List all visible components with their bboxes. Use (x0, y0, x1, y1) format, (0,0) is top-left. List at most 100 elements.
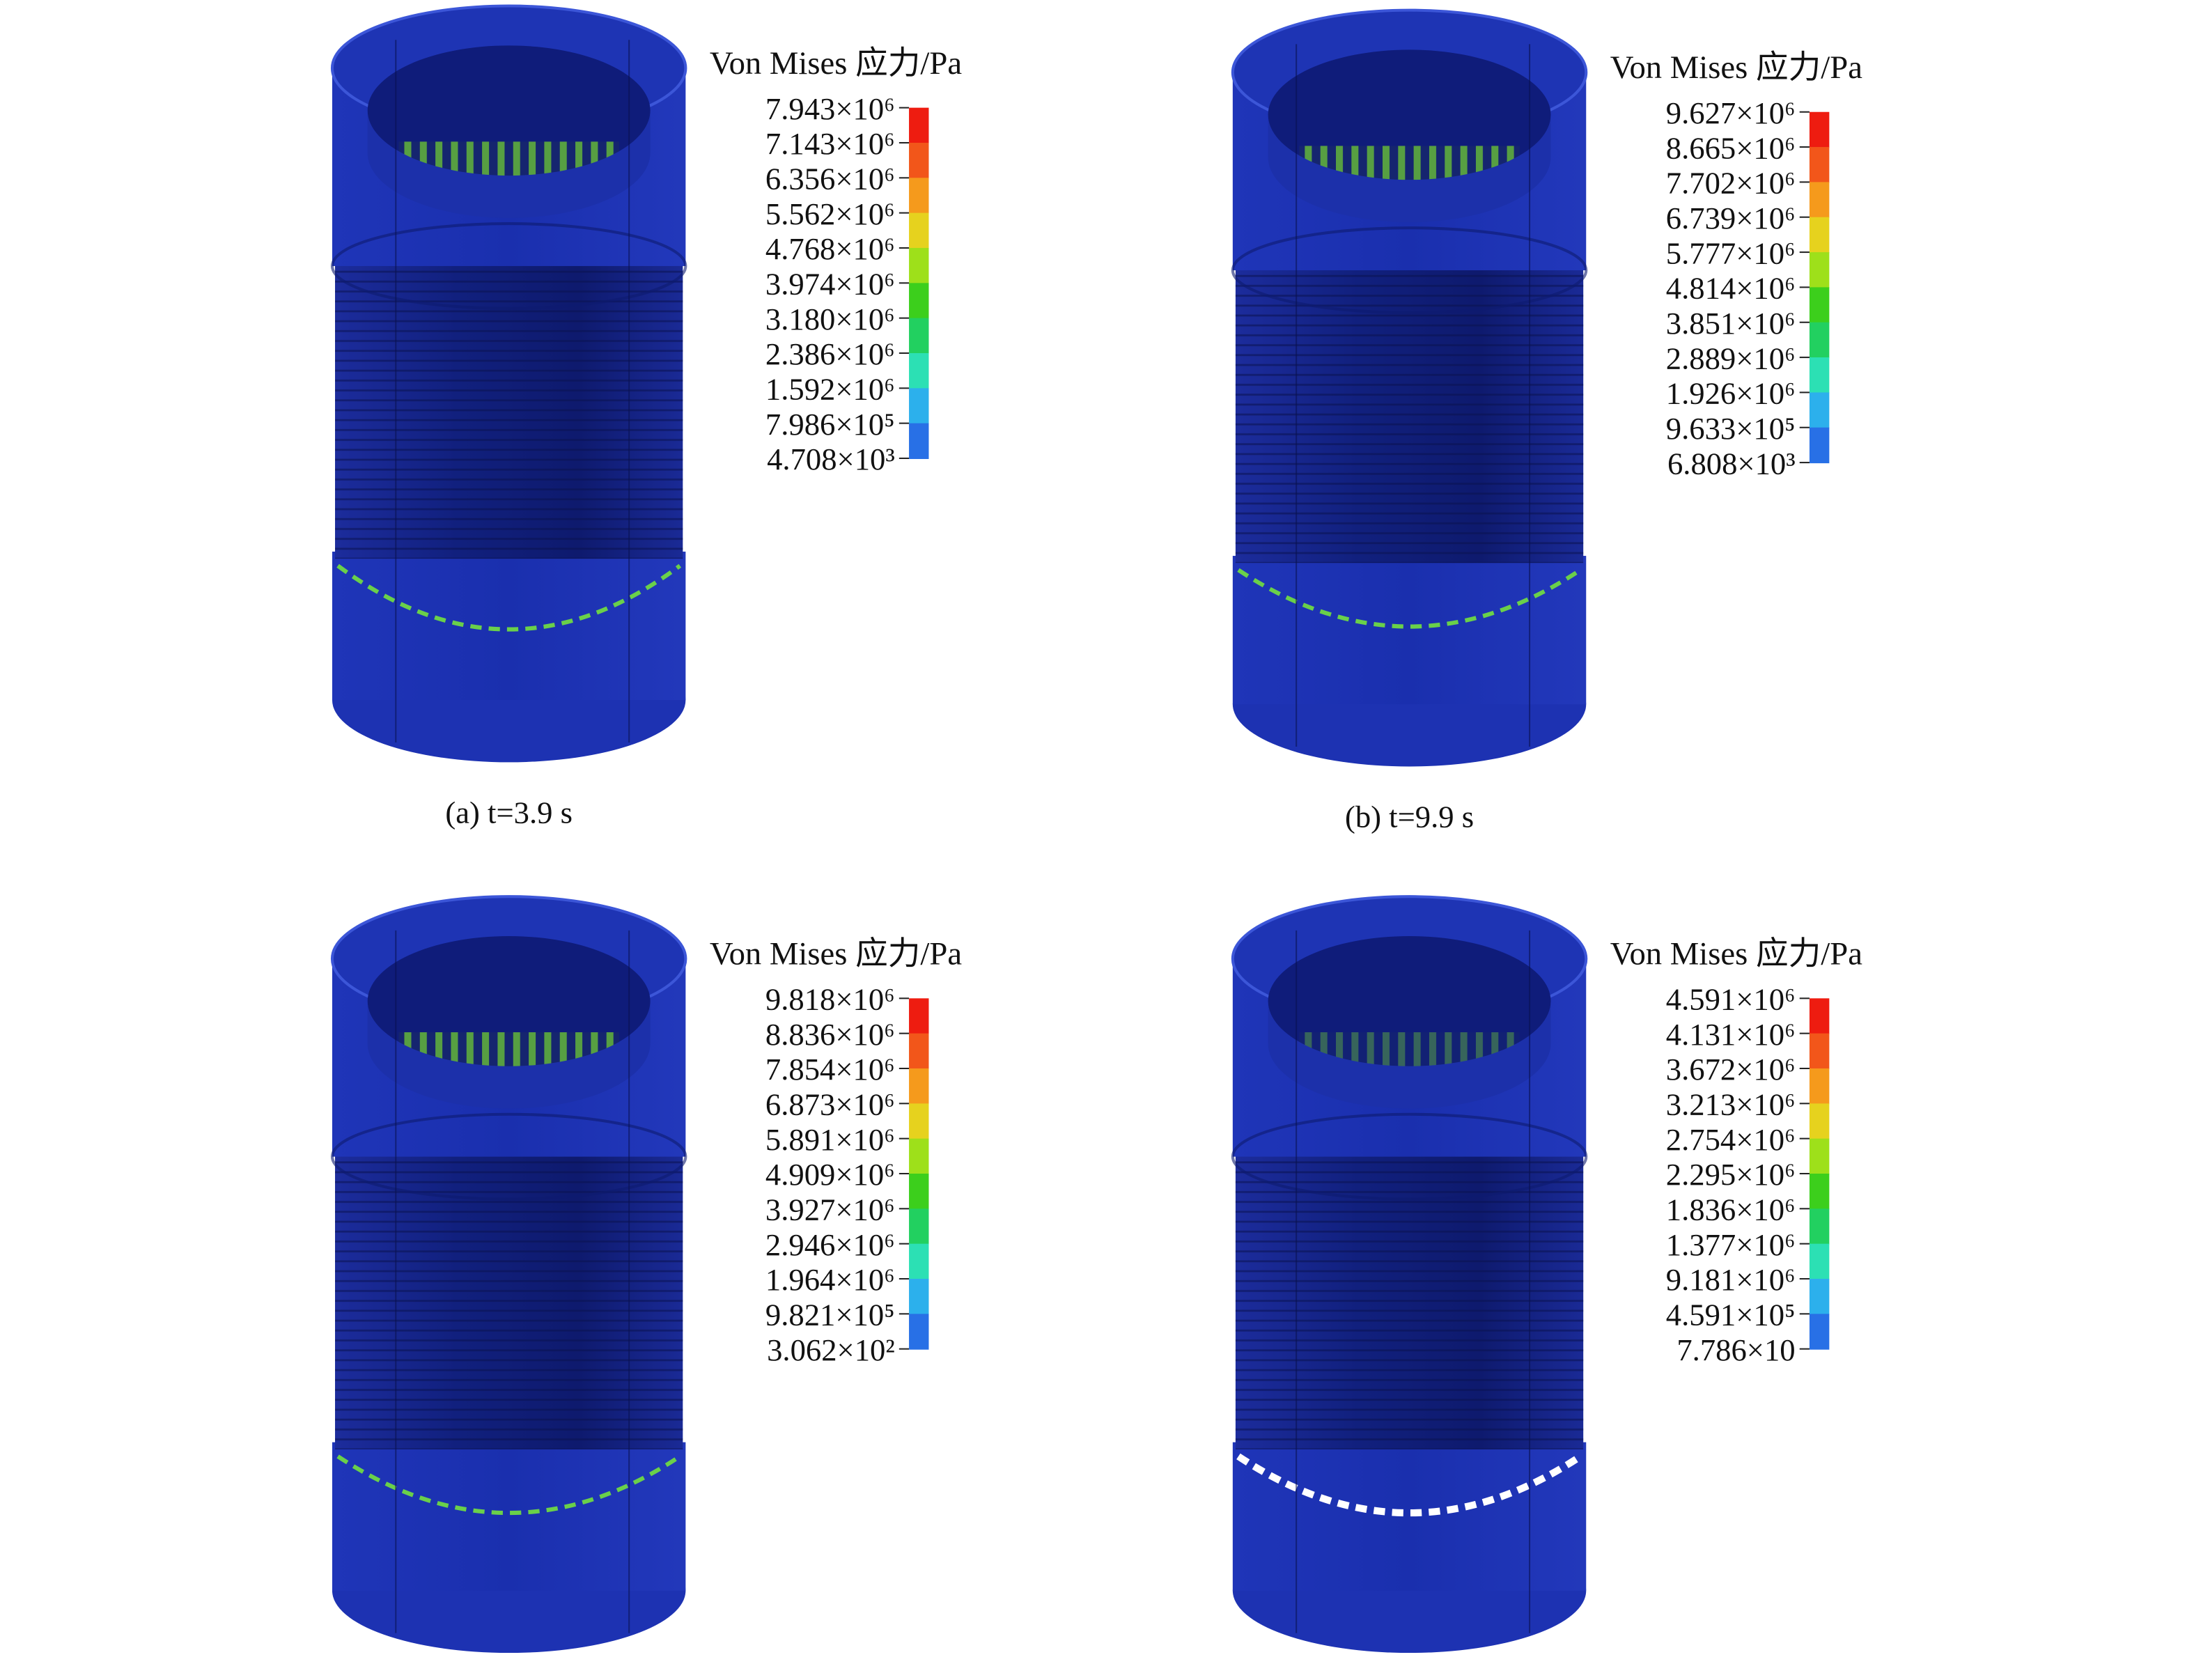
colorbar-band (909, 998, 929, 1034)
colorbar-band (1809, 357, 1830, 394)
legend-label: 9.818×10⁶ (765, 982, 895, 1017)
panel-caption: (b) t=9.9 s (1345, 800, 1474, 834)
colorbar-band (1809, 111, 1830, 148)
colorbar-band (909, 283, 929, 319)
legend-label: 3.974×10⁶ (765, 267, 895, 302)
panel: Von Mises 应力/Pa 4.591×10⁶4.131×10⁶3.672×1… (1231, 895, 1862, 1654)
legend-label: 5.562×10⁶ (765, 196, 895, 231)
colorbar-band (909, 1138, 929, 1175)
colorbar-band (909, 423, 929, 460)
cylinder-grooves (335, 254, 683, 559)
colorbar-band (909, 388, 929, 424)
colorbar-band (1809, 1208, 1830, 1245)
panel-caption: (a) t=3.9 s (445, 795, 573, 830)
legend-title: Von Mises 应力/Pa (1610, 936, 1862, 972)
legend-label: 7.143×10⁶ (765, 126, 895, 161)
legend-label: 9.821×10⁵ (765, 1298, 895, 1332)
legend-label: 3.180×10⁶ (765, 302, 895, 336)
legend-label: 2.946×10⁶ (765, 1227, 895, 1262)
legend-label: 7.986×10⁵ (765, 407, 895, 442)
legend-label: 2.889×10⁶ (1666, 341, 1796, 375)
colorbar-band (909, 1068, 929, 1105)
inner-ledge (1268, 1001, 1551, 1109)
legend-label: 4.591×10⁶ (1666, 982, 1796, 1017)
cylinder-upper-edge (330, 222, 687, 310)
legend-label: 6.356×10⁶ (765, 162, 895, 196)
colorbar-band (1809, 1138, 1830, 1175)
legend-title: Von Mises 应力/Pa (1610, 49, 1862, 86)
legend-title: Von Mises 应力/Pa (710, 45, 962, 81)
legend-label: 4.708×10³ (767, 442, 895, 476)
legend-label: 8.665×10⁶ (1666, 130, 1796, 165)
colorbar-band (1809, 1243, 1830, 1280)
colorbar-band (909, 107, 929, 143)
colorbar-band (1809, 322, 1830, 359)
colorbar-band (1809, 217, 1830, 254)
cylinder-upper-edge (1231, 1112, 1588, 1201)
legend-label: 9.627×10⁶ (1666, 95, 1796, 130)
legend-label: 6.873×10⁶ (765, 1087, 895, 1122)
colorbar-band (1809, 998, 1830, 1034)
colorbar-band (1809, 1068, 1830, 1105)
legend-label: 5.777×10⁶ (1666, 235, 1796, 270)
colorbar-band (909, 1279, 929, 1315)
cylinder-lower-band (332, 551, 686, 701)
inner-ledge (367, 110, 651, 218)
legend-label: 1.836×10⁶ (1666, 1192, 1796, 1227)
legend-label: 4.131×10⁶ (1666, 1017, 1796, 1052)
legend-label: 3.213×10⁶ (1666, 1087, 1796, 1122)
colorbar-band (1809, 392, 1830, 428)
legend-label: 7.854×10⁶ (765, 1052, 895, 1087)
colorbar-band (909, 1314, 929, 1350)
cylinder-grooves (1235, 258, 1584, 563)
cylinder-lower-band (1232, 1442, 1587, 1591)
colorbar-band (909, 1208, 929, 1245)
legend-label: 4.814×10⁶ (1666, 271, 1796, 306)
legend-label: 5.891×10⁶ (765, 1122, 895, 1157)
colorbar-band (1809, 1033, 1830, 1070)
colorbar-band (1809, 1103, 1830, 1140)
legend-label: 4.909×10⁶ (765, 1157, 895, 1192)
stress-ring (336, 563, 682, 632)
colorbar-band (1809, 1279, 1830, 1315)
legend-label: 9.181×10⁶ (1666, 1262, 1796, 1297)
colorbar-band (909, 1033, 929, 1070)
legend-label: 6.808×10³ (1667, 446, 1796, 481)
panel: Von Mises 应力/Pa 9.627×10⁶8.665×10⁶7.702×1… (1231, 8, 1862, 834)
colorbar-band (909, 142, 929, 179)
legend-label: 4.768×10⁶ (765, 231, 895, 266)
colorbar-band (1809, 147, 1830, 183)
legend-label: 4.591×10⁵ (1666, 1298, 1796, 1332)
colorbar-band (1809, 287, 1830, 323)
cylinder-grooves (1235, 1145, 1584, 1449)
colorbar-band (909, 318, 929, 355)
legend-label: 1.592×10⁶ (765, 372, 895, 407)
legend-label: 2.295×10⁶ (1666, 1157, 1796, 1192)
legend-label: 9.633×10⁵ (1666, 411, 1796, 446)
colorbar-band (909, 247, 929, 284)
colorbar-band (909, 178, 929, 214)
legend-label: 2.754×10⁶ (1666, 1122, 1796, 1157)
legend-label: 7.702×10⁶ (1666, 166, 1796, 201)
legend-label: 1.964×10⁶ (765, 1262, 895, 1297)
legend-label: 1.377×10⁶ (1666, 1227, 1796, 1262)
cylinder-lower-band (332, 1442, 686, 1591)
colorbar-band (1809, 182, 1830, 218)
legend-label: 7.943×10⁶ (765, 91, 895, 126)
panel: Von Mises 应力/Pa 9.818×10⁶8.836×10⁶7.854×1… (330, 895, 962, 1654)
legend-label: 1.926×10⁶ (1666, 376, 1796, 411)
legend-label: 6.739×10⁶ (1666, 201, 1796, 235)
colorbar-band (1809, 1173, 1830, 1210)
colorbar-band (1809, 427, 1830, 464)
colorbar-band (1809, 1314, 1830, 1350)
legend-label: 3.062×10² (767, 1332, 895, 1367)
legend-label: 3.672×10⁶ (1666, 1052, 1796, 1087)
inner-ledge (1268, 114, 1551, 223)
colorbar-band (909, 1103, 929, 1140)
colorbar-band (909, 352, 929, 389)
legend-label: 2.386×10⁶ (765, 336, 895, 371)
legend-label: 3.851×10⁶ (1666, 306, 1796, 341)
cylinder-lower-band (1232, 556, 1587, 705)
